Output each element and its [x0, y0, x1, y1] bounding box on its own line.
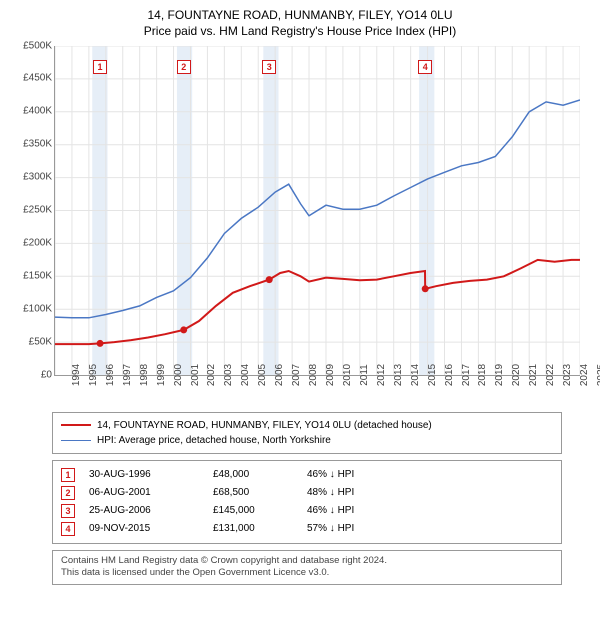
transaction-date: 30-AUG-1996 — [89, 466, 199, 484]
transaction-row: 4 09-NOV-2015 £131,000 57% ↓ HPI — [61, 520, 553, 538]
transaction-price: £68,500 — [213, 484, 293, 502]
transaction-number: 3 — [61, 504, 75, 518]
transaction-row: 3 25-AUG-2006 £145,000 46% ↓ HPI — [61, 502, 553, 520]
y-axis-label: £400K — [23, 106, 55, 117]
legend: 14, FOUNTAYNE ROAD, HUNMANBY, FILEY, YO1… — [52, 412, 562, 454]
sale-marker: 2 — [177, 60, 191, 74]
transaction-date: 06-AUG-2001 — [89, 484, 199, 502]
y-axis-label: £100K — [23, 303, 55, 314]
plot-area: £0£50K£100K£150K£200K£250K£300K£350K£400… — [54, 46, 580, 376]
legend-swatch — [61, 424, 91, 426]
y-axis-label: £50K — [29, 336, 55, 347]
transaction-price: £131,000 — [213, 520, 293, 538]
transaction-price: £48,000 — [213, 466, 293, 484]
legend-label: HPI: Average price, detached house, Nort… — [97, 433, 331, 448]
y-axis-label: £450K — [23, 73, 55, 84]
y-axis-label: £300K — [23, 172, 55, 183]
chart-subtitle: Price paid vs. HM Land Registry's House … — [8, 24, 592, 38]
transaction-number: 1 — [61, 468, 75, 482]
legend-row: HPI: Average price, detached house, Nort… — [61, 433, 553, 448]
legend-row: 14, FOUNTAYNE ROAD, HUNMANBY, FILEY, YO1… — [61, 418, 553, 433]
x-axis-label: 2025 — [580, 363, 600, 385]
y-axis-label: £200K — [23, 237, 55, 248]
footer-line-2: This data is licensed under the Open Gov… — [61, 567, 553, 580]
transaction-row: 1 30-AUG-1996 £48,000 46% ↓ HPI — [61, 466, 553, 484]
chart-title: 14, FOUNTAYNE ROAD, HUNMANBY, FILEY, YO1… — [8, 8, 592, 24]
footer: Contains HM Land Registry data © Crown c… — [52, 550, 562, 586]
sale-marker: 1 — [93, 60, 107, 74]
transaction-delta: 46% ↓ HPI — [307, 466, 354, 484]
y-axis-label: £350K — [23, 139, 55, 150]
y-axis-label: £150K — [23, 270, 55, 281]
transaction-price: £145,000 — [213, 502, 293, 520]
legend-label: 14, FOUNTAYNE ROAD, HUNMANBY, FILEY, YO1… — [97, 418, 432, 433]
transaction-delta: 48% ↓ HPI — [307, 484, 354, 502]
y-axis-label: £0 — [41, 369, 55, 380]
sale-marker: 4 — [418, 60, 432, 74]
transactions-table: 1 30-AUG-1996 £48,000 46% ↓ HPI 2 06-AUG-2001… — [52, 460, 562, 544]
sale-marker: 3 — [262, 60, 276, 74]
transaction-date: 25-AUG-2006 — [89, 502, 199, 520]
transaction-number: 4 — [61, 522, 75, 536]
transaction-number: 2 — [61, 486, 75, 500]
legend-swatch — [61, 440, 91, 441]
transaction-row: 2 06-AUG-2001 £68,500 48% ↓ HPI — [61, 484, 553, 502]
chart-container: 14, FOUNTAYNE ROAD, HUNMANBY, FILEY, YO1… — [0, 0, 600, 620]
chart-svg — [55, 46, 580, 375]
y-axis-label: £500K — [23, 40, 55, 51]
footer-line-1: Contains HM Land Registry data © Crown c… — [61, 555, 553, 568]
y-axis-label: £250K — [23, 205, 55, 216]
transaction-delta: 57% ↓ HPI — [307, 520, 354, 538]
chart-area: £0 £50K £100K £150K £200K £250K £300K £350K £400… — [12, 44, 588, 404]
transaction-delta: 46% ↓ HPI — [307, 502, 354, 520]
transaction-date: 09-NOV-2015 — [89, 520, 199, 538]
